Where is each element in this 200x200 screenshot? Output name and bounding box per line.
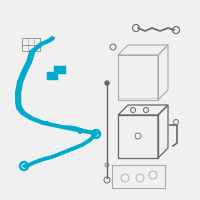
Circle shape — [105, 81, 109, 85]
Circle shape — [94, 132, 98, 136]
Circle shape — [22, 164, 26, 168]
Bar — [22, 45, 40, 51]
Circle shape — [20, 162, 29, 170]
Circle shape — [44, 120, 50, 126]
Circle shape — [78, 130, 83, 134]
Circle shape — [16, 79, 22, 84]
Circle shape — [16, 92, 21, 98]
Bar — [47, 72, 58, 80]
Bar — [22, 38, 40, 45]
Circle shape — [92, 130, 101, 138]
Bar — [54, 66, 66, 74]
Circle shape — [18, 106, 22, 110]
